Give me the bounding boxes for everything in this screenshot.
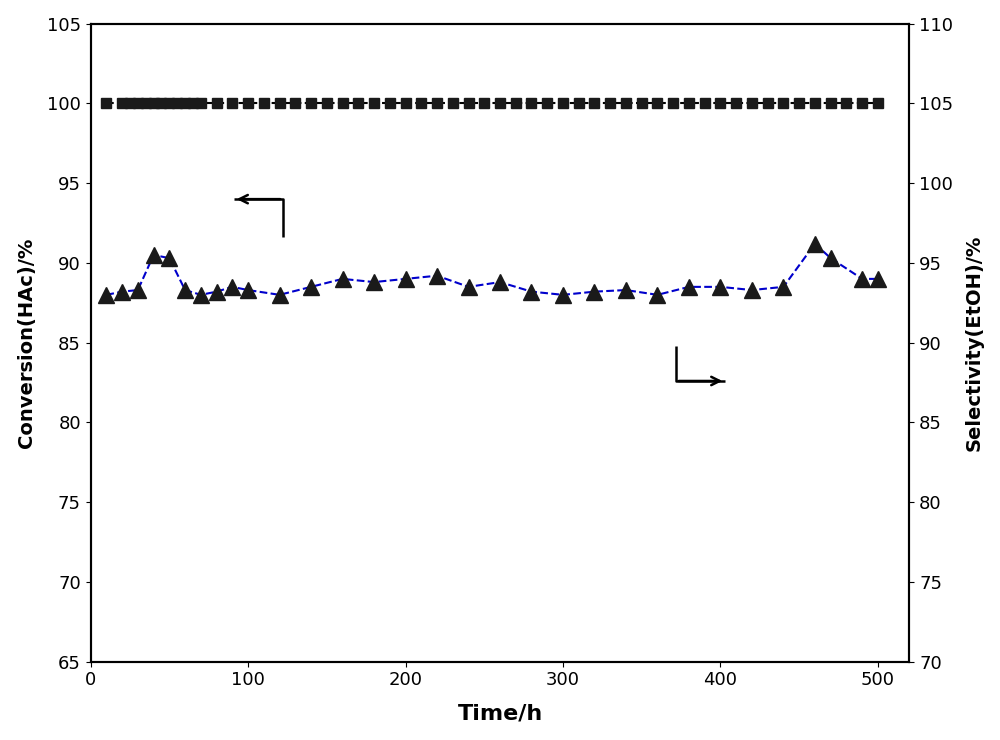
Y-axis label: Selectivity(EtOH)/%: Selectivity(EtOH)/%	[964, 235, 983, 451]
X-axis label: Time/h: Time/h	[457, 703, 543, 723]
Y-axis label: Conversion(HAc)/%: Conversion(HAc)/%	[17, 238, 36, 448]
